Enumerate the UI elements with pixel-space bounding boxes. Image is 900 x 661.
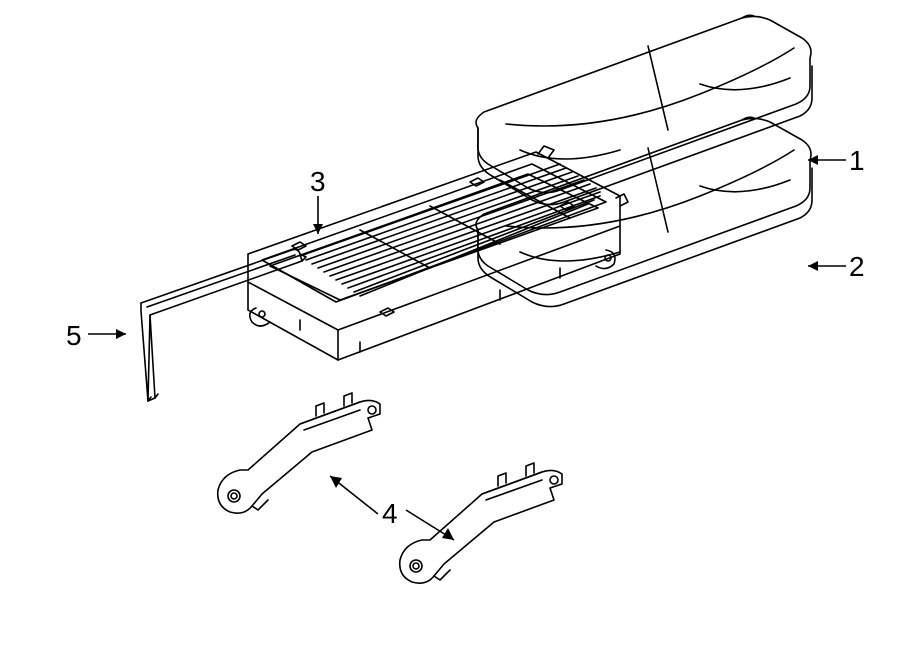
diagram-canvas: 1 2 3 4 5	[0, 0, 900, 661]
arrow-4-to-hinge-left	[320, 466, 382, 518]
callout-label-4: 4	[382, 500, 398, 528]
callout-label-5: 5	[66, 322, 82, 350]
arrow-3-to-frame	[308, 194, 328, 242]
arrow-1-to-cover	[800, 150, 848, 170]
arrow-5-to-wire	[86, 324, 136, 344]
callout-label-3: 3	[310, 168, 326, 196]
callout-label-1: 1	[849, 147, 865, 175]
callout-label-2: 2	[849, 253, 865, 281]
arrow-2-to-cushion	[800, 256, 848, 276]
arrow-4-to-hinge-right	[402, 504, 464, 548]
part-seat-cushion-frame	[248, 146, 628, 360]
